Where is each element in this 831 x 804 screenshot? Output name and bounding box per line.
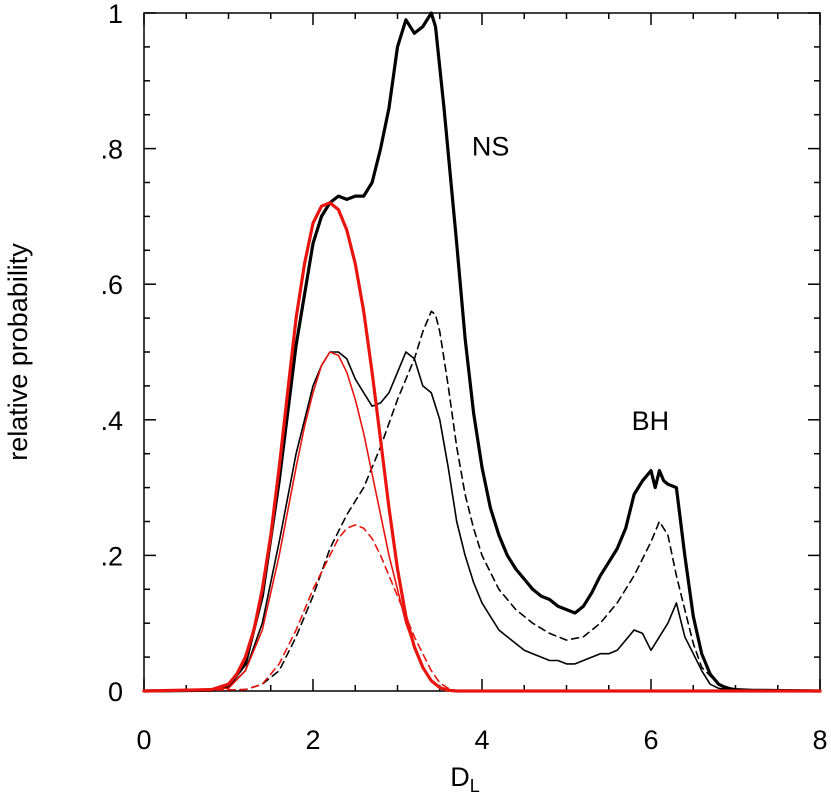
annotation-ns: NS	[472, 131, 510, 161]
x-tick-label: 8	[812, 725, 827, 755]
plot-frame	[143, 12, 821, 692]
series-line-1	[143, 351, 821, 692]
y-tick-label: .8	[100, 135, 123, 165]
series-line-4	[143, 351, 821, 692]
x-tick-label: 0	[136, 725, 151, 755]
y-tick-label: 1	[108, 0, 123, 29]
y-tick-label: .2	[100, 541, 123, 571]
y-tick-label: .4	[100, 406, 123, 436]
series-line-5	[143, 524, 821, 692]
x-axis-title-main: D	[450, 762, 470, 792]
axis-ticks	[143, 12, 821, 692]
series-line-2	[143, 310, 821, 692]
y-axis-title: relative probability	[3, 243, 33, 461]
x-axis-title-subscript: L	[470, 776, 480, 796]
x-tick-label: 2	[305, 725, 320, 755]
annotation-bh: BH	[632, 406, 670, 436]
y-tick-label: 0	[108, 677, 123, 707]
x-tick-label: 6	[643, 725, 658, 755]
x-axis-title: DL	[450, 762, 480, 796]
series-line-3	[142, 201, 822, 693]
x-tick-label: 4	[474, 725, 489, 755]
chart-series	[142, 11, 822, 693]
axis-tick-labels: 0 2 4 6 8 0 .2 .4 .6 .8 1	[100, 0, 827, 755]
series-line-0	[142, 11, 822, 693]
y-tick-label: .6	[100, 270, 123, 300]
